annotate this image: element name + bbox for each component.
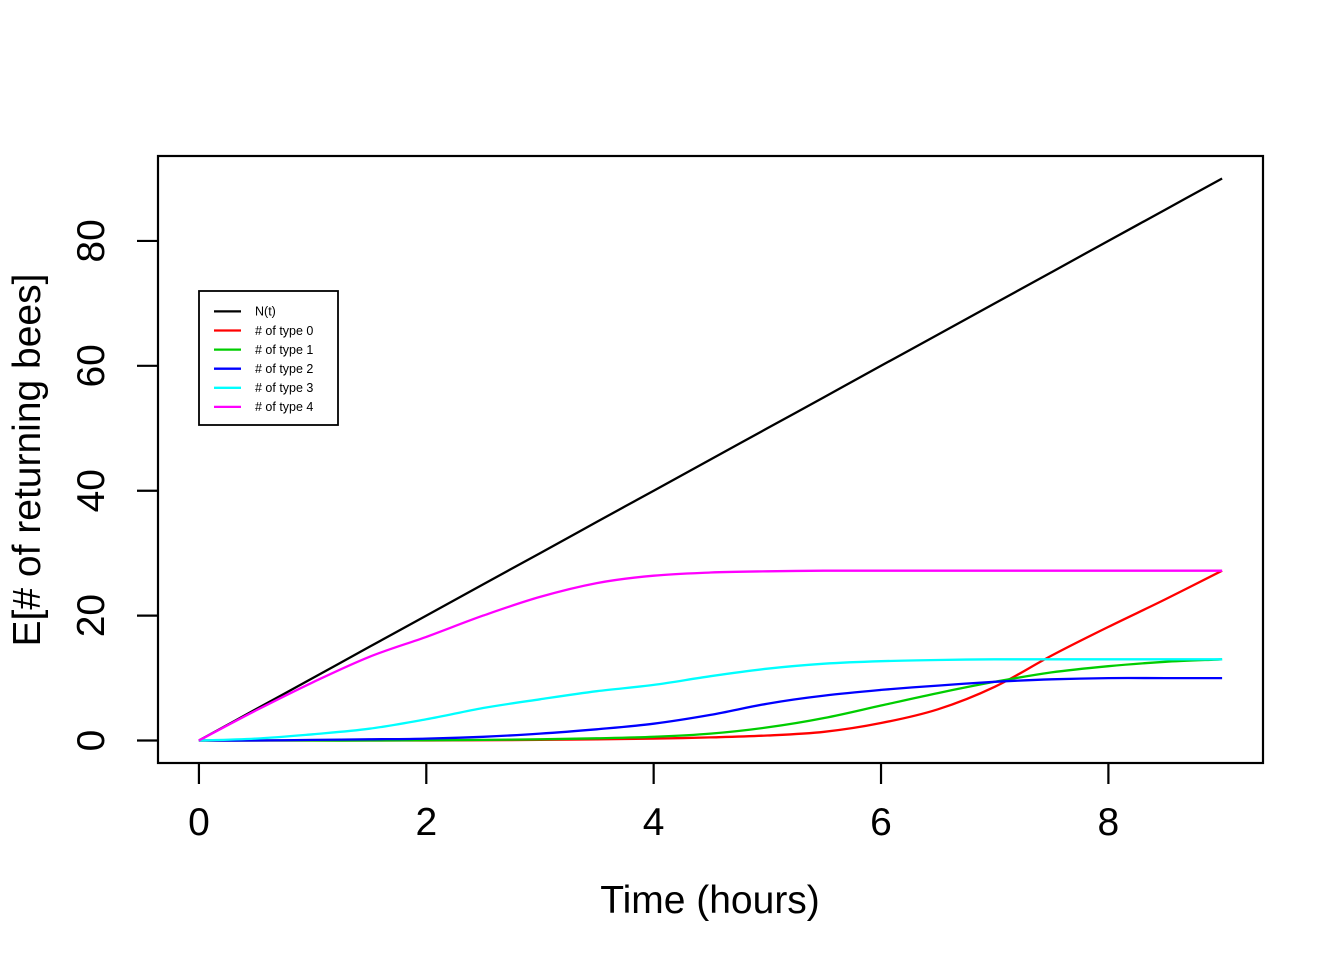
plot-box xyxy=(156,154,1265,765)
x-axis-title: Time (hours) xyxy=(600,879,820,922)
legend-entry-label: # of type 3 xyxy=(255,381,313,395)
series-line-of-type-2 xyxy=(198,676,1223,742)
series-line-of-type-1 xyxy=(198,658,1223,742)
legend-box xyxy=(198,290,339,426)
legend-entry-label: # of type 1 xyxy=(255,343,313,357)
x-tick-label: 0 xyxy=(188,801,210,844)
series-group xyxy=(198,177,1223,742)
x-axis: 0 2 4 6 8 xyxy=(188,763,1119,844)
series-line-n-t xyxy=(198,177,1223,742)
legend: N(t) # of type 0 # of type 1 # of type 2 # o… xyxy=(198,290,339,426)
x-tick-label: 2 xyxy=(415,801,437,844)
y-axis-title: E[# of returning bees] xyxy=(6,274,49,647)
series-line-of-type-4 xyxy=(198,569,1223,742)
x-tick-label: 6 xyxy=(870,801,892,844)
y-tick-label: 60 xyxy=(70,344,113,387)
y-tick-label: 40 xyxy=(70,469,113,512)
legend-entry-label: # of type 2 xyxy=(255,362,313,376)
legend-entry-label: N(t) xyxy=(255,305,276,319)
x-tick-label: 4 xyxy=(643,801,665,844)
y-tick-label: 80 xyxy=(70,219,113,262)
legend-entry-label: # of type 4 xyxy=(255,400,313,414)
y-tick-label: 20 xyxy=(70,594,113,637)
y-tick-label: 0 xyxy=(70,730,113,752)
series-line-of-type-3 xyxy=(198,658,1223,742)
x-tick-label: 8 xyxy=(1098,801,1120,844)
legend-entry-label: # of type 0 xyxy=(255,324,313,338)
y-axis: 0 20 40 60 80 xyxy=(70,219,158,751)
